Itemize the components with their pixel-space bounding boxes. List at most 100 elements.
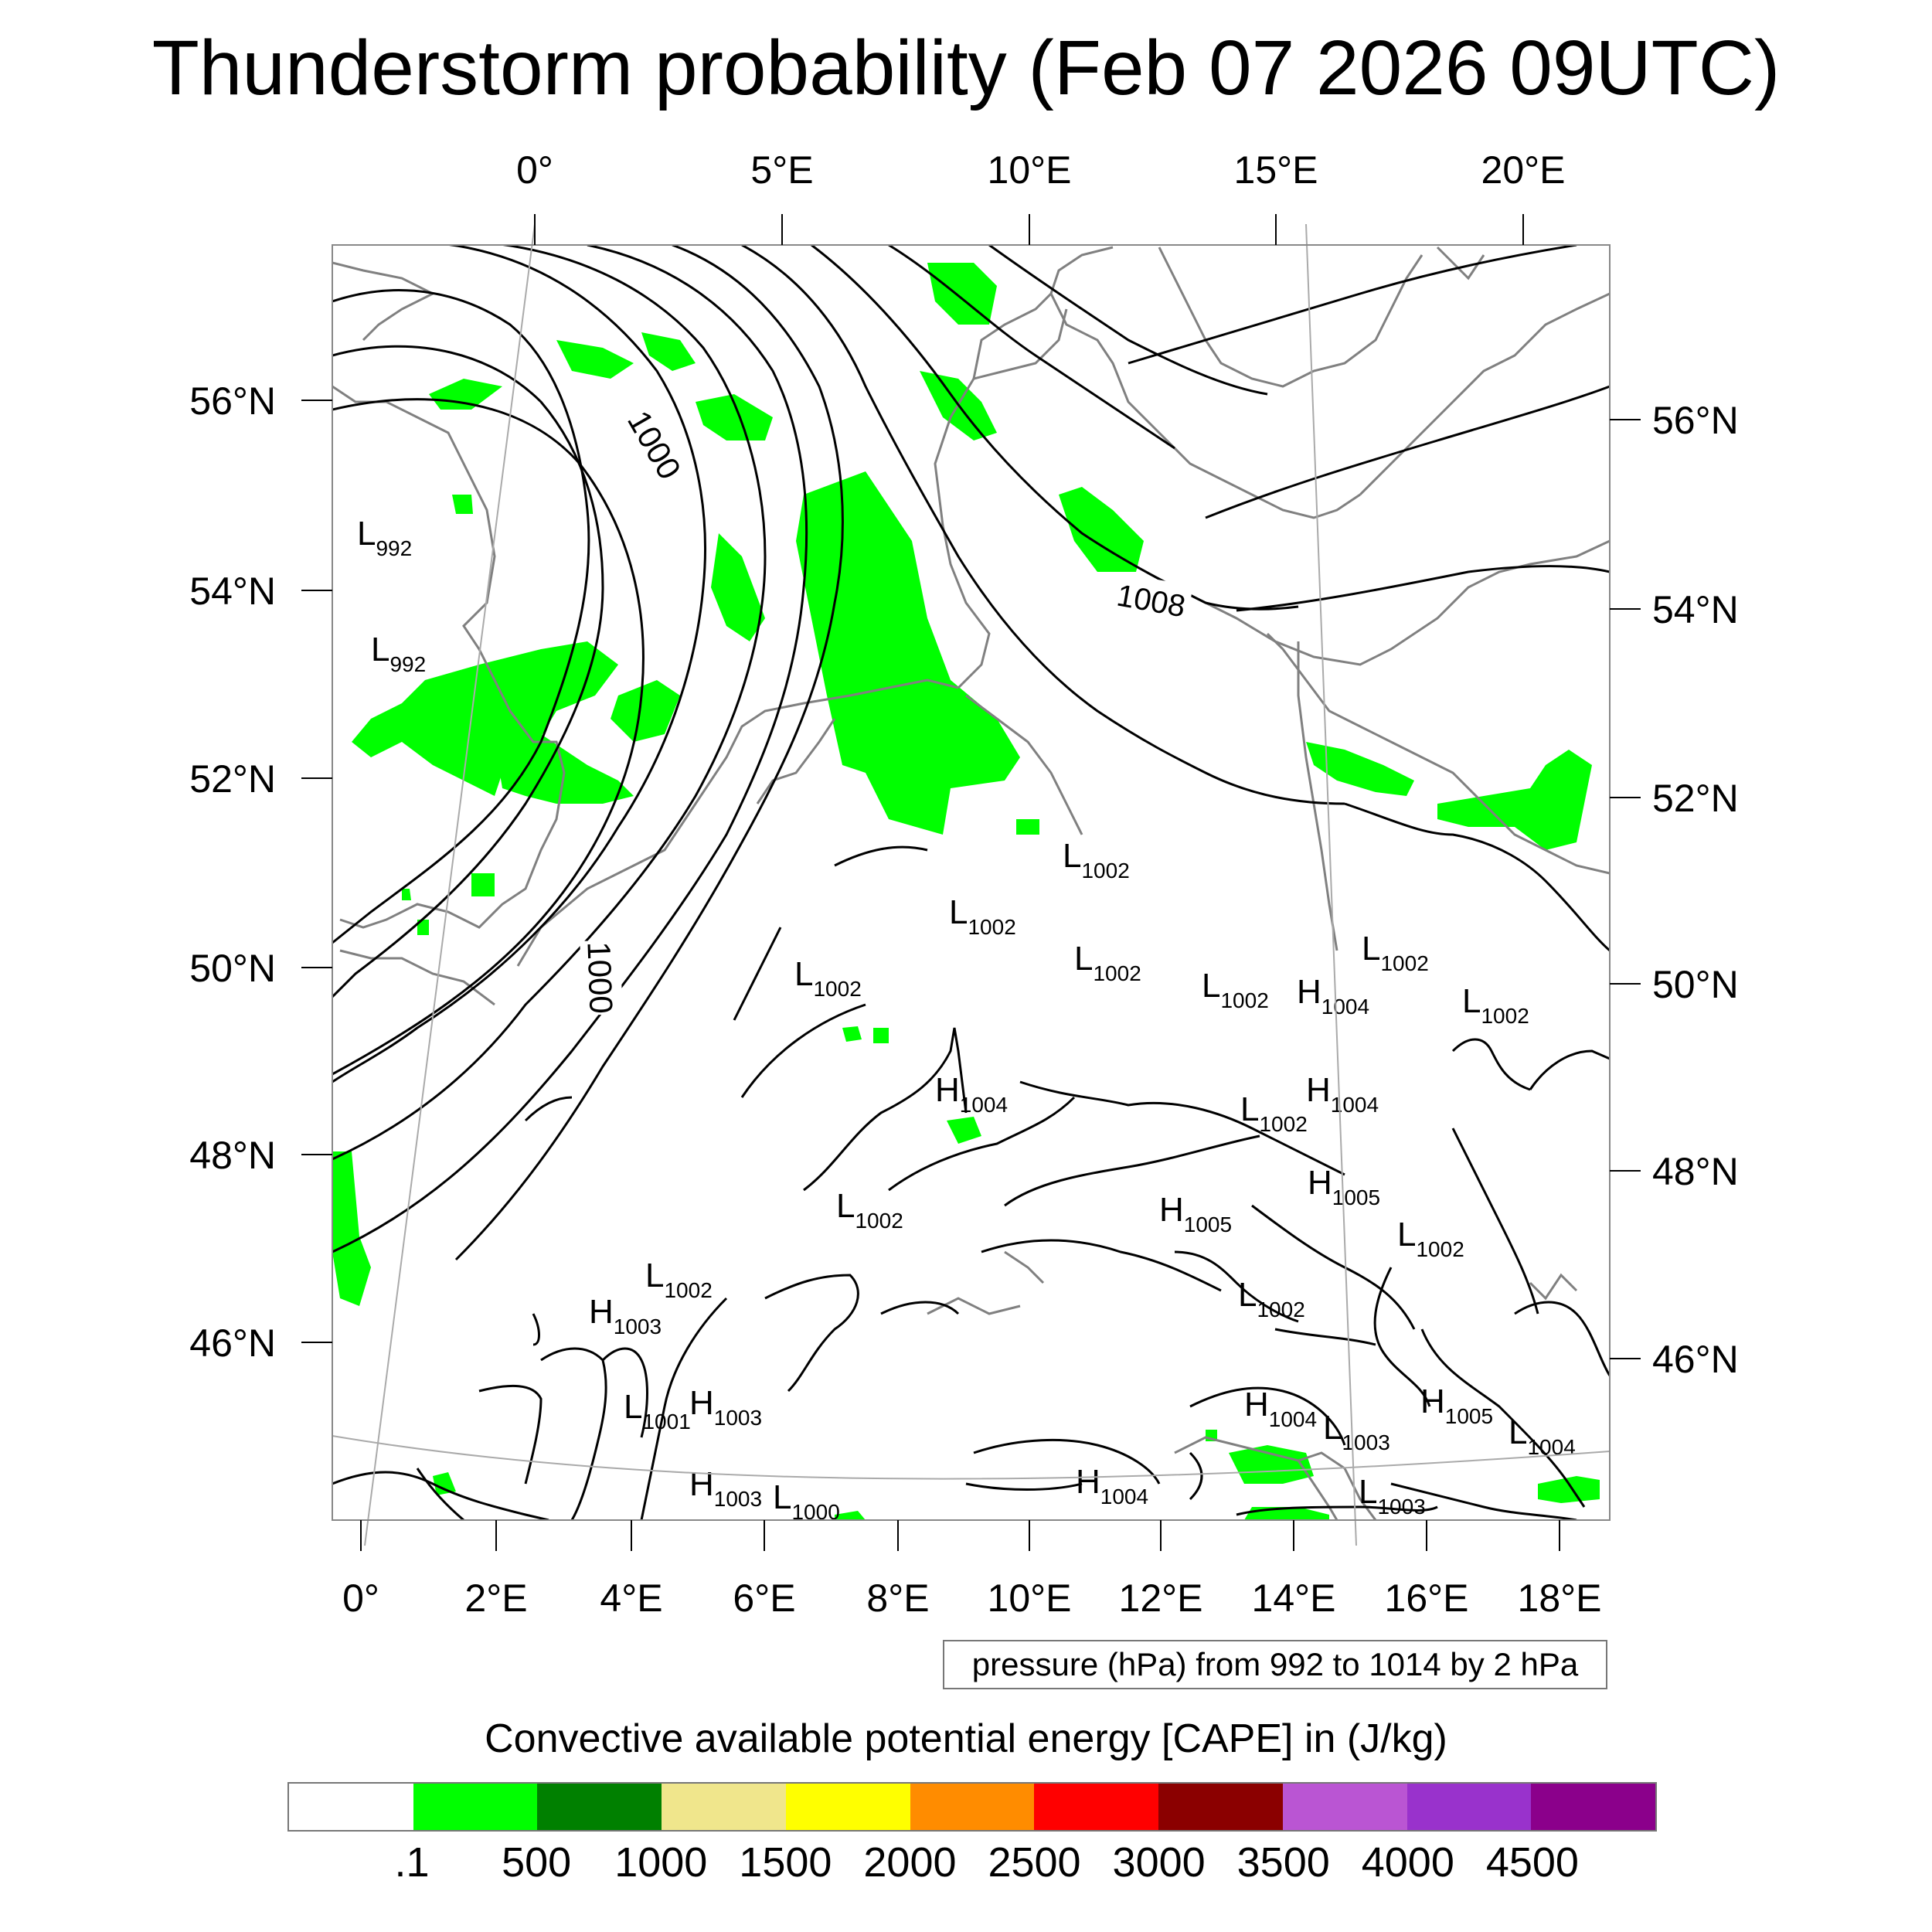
marker-letter: L	[1074, 940, 1093, 978]
high-pressure-marker: H1004	[935, 1071, 1008, 1117]
bottom-lon-label: 18°E	[1518, 1577, 1602, 1620]
colorbar-label: .1	[394, 1839, 430, 1886]
marker-value: 1002	[1093, 961, 1141, 985]
marker-value: 1002	[1259, 1112, 1307, 1136]
marker-value: 1004	[960, 1093, 1008, 1117]
right-lat-label: 54°N	[1652, 588, 1739, 631]
left-lat-label: 54°N	[189, 570, 276, 613]
colorbar-label: 1000	[614, 1839, 708, 1886]
left-lat-label: 46°N	[189, 1321, 276, 1365]
low-pressure-marker: L1002	[1362, 930, 1429, 975]
marker-letter: L	[1238, 1276, 1257, 1314]
marker-letter: H	[1308, 1164, 1332, 1202]
marker-letter: L	[1509, 1413, 1527, 1451]
marker-letter: L	[836, 1187, 855, 1225]
low-pressure-marker: L1002	[1074, 940, 1141, 985]
bottom-lon-label: 6°E	[733, 1577, 795, 1620]
marker-letter: L	[773, 1478, 791, 1516]
low-pressure-marker: L1001	[624, 1388, 691, 1434]
marker-value: 1004	[1321, 995, 1369, 1019]
right-lat-label: 46°N	[1652, 1338, 1739, 1381]
axis-ticks	[301, 214, 1641, 1551]
left-latitude-labels: 56°N 54°N 52°N 50°N 48°N 46°N	[189, 379, 276, 1365]
colorbar-label: 4000	[1361, 1839, 1454, 1886]
low-pressure-marker: L992	[371, 631, 426, 676]
low-pressure-marker: L1002	[1462, 982, 1529, 1028]
marker-value: 1005	[1445, 1404, 1493, 1428]
marker-value: 992	[376, 536, 412, 560]
colorbar-label: 3500	[1236, 1839, 1330, 1886]
marker-letter: H	[1159, 1191, 1184, 1229]
left-lat-label: 52°N	[189, 757, 276, 801]
high-pressure-marker: H1005	[1308, 1164, 1380, 1209]
colorbar-labels: .1 500 1000 1500 2000 2500 3000 3500 4000 4500	[0, 1838, 1932, 1892]
top-longitude-labels: 0° 5°E 10°E 15°E 20°E	[516, 148, 1565, 192]
high-pressure-marker: H1003	[689, 1465, 762, 1511]
marker-letter: L	[357, 515, 376, 553]
low-pressure-marker: L1003	[1323, 1409, 1390, 1454]
cape-areas	[332, 263, 1600, 1520]
marker-letter: H	[1244, 1386, 1269, 1423]
marker-letter: L	[1359, 1473, 1377, 1511]
colorbar-swatch	[662, 1784, 786, 1830]
low-pressure-marker: L1002	[1063, 837, 1130, 883]
colorbar-label: 500	[502, 1839, 572, 1886]
low-pressure-marker: L1002	[1202, 967, 1269, 1012]
marker-value: 1002	[1220, 988, 1268, 1012]
low-pressure-marker: L1002	[1238, 1276, 1305, 1321]
high-pressure-marker: H1003	[589, 1293, 662, 1338]
marker-letter: L	[645, 1257, 664, 1294]
marker-value: 1002	[1380, 951, 1428, 975]
marker-letter: L	[1323, 1409, 1342, 1447]
colorbar-swatch	[537, 1784, 662, 1830]
marker-value: 1005	[1184, 1213, 1232, 1236]
marker-value: 1000	[791, 1500, 839, 1524]
graticule	[332, 223, 1611, 1546]
marker-letter: H	[689, 1465, 714, 1503]
low-pressure-marker: L1002	[836, 1187, 903, 1233]
bottom-lon-label: 14°E	[1252, 1577, 1336, 1620]
high-pressure-marker: H1004	[1306, 1071, 1379, 1117]
high-pressure-marker: H1004	[1297, 973, 1369, 1019]
marker-letter: H	[1420, 1383, 1445, 1420]
marker-letter: L	[624, 1388, 642, 1426]
colorbar-swatch	[1406, 1784, 1532, 1830]
colorbar-label: 4500	[1485, 1839, 1579, 1886]
marker-letter: L	[794, 955, 813, 993]
top-lon-label: 0°	[516, 148, 553, 192]
marker-value: 1002	[813, 977, 861, 1001]
low-pressure-marker: L1002	[949, 893, 1016, 939]
colorbar-swatch	[413, 1784, 538, 1830]
marker-value: 1003	[1342, 1430, 1389, 1454]
contour-caption: pressure (hPa) from 992 to 1014 by 2 hPa	[943, 1640, 1607, 1689]
marker-value: 1003	[1377, 1495, 1425, 1519]
marker-value: 1002	[1257, 1298, 1304, 1321]
high-pressure-marker: H1004	[1076, 1463, 1148, 1509]
marker-value: 1002	[1416, 1237, 1464, 1261]
bottom-lon-label: 8°E	[866, 1577, 929, 1620]
marker-value: 1002	[1081, 859, 1129, 883]
marker-letter: L	[1202, 967, 1220, 1005]
left-lat-label: 48°N	[189, 1134, 276, 1177]
colorbar-swatch	[910, 1784, 1035, 1830]
marker-letter: H	[589, 1293, 614, 1331]
bottom-lon-label: 2°E	[464, 1577, 527, 1620]
colorbar-title: Convective available potential energy [C…	[485, 1716, 1447, 1761]
marker-letter: L	[949, 893, 968, 931]
contour-label-2: 1000	[580, 940, 623, 1015]
colorbar-swatch	[1282, 1784, 1407, 1830]
marker-value: 1001	[642, 1410, 690, 1434]
colorbar-swatch	[289, 1784, 413, 1830]
low-pressure-marker: L1002	[1397, 1216, 1464, 1261]
colorbar-label: 3000	[1112, 1839, 1206, 1886]
colorbar	[287, 1782, 1657, 1832]
left-lat-label: 56°N	[189, 379, 276, 423]
marker-value: 1002	[855, 1209, 903, 1233]
high-pressure-marker: H1004	[1244, 1386, 1317, 1431]
bottom-lon-label: 4°E	[600, 1577, 662, 1620]
left-lat-label: 50°N	[189, 947, 276, 990]
marker-value: 1004	[1100, 1485, 1148, 1509]
marker-value: 992	[389, 652, 426, 676]
marker-value: 1002	[1481, 1004, 1529, 1028]
